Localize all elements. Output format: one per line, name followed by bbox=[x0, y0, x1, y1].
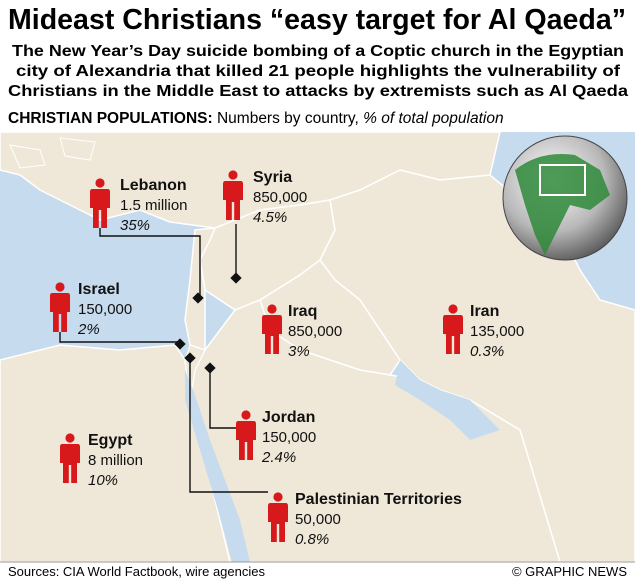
population: 135,000 bbox=[470, 323, 524, 340]
persian-gulf bbox=[395, 360, 500, 440]
locator-globe bbox=[502, 135, 628, 261]
red-sea bbox=[185, 370, 250, 562]
country-labels: Lebanon 1.5 million 35% Syria 850,000 4.5% Isr… bbox=[50, 169, 524, 548]
globe-land bbox=[515, 154, 610, 255]
sources: Sources: CIA World Factbook, wire agenci… bbox=[8, 564, 265, 579]
legend-heading: CHRISTIAN POPULATIONS: bbox=[8, 110, 213, 127]
diamond bbox=[192, 292, 204, 304]
share: 4.5% bbox=[253, 209, 287, 226]
country-name: Lebanon bbox=[120, 177, 187, 194]
country-name: Egypt bbox=[88, 432, 133, 449]
share: 10% bbox=[88, 472, 118, 489]
leader-line bbox=[59, 332, 180, 343]
country-name: Jordan bbox=[262, 409, 315, 426]
share: 3% bbox=[288, 343, 310, 360]
share: 2.4% bbox=[261, 449, 296, 466]
diamond bbox=[204, 362, 216, 374]
population: 150,000 bbox=[78, 301, 132, 318]
country-name: Palestinian Territories bbox=[295, 491, 462, 508]
country-name: Iran bbox=[470, 303, 499, 320]
country-name: Israel bbox=[78, 281, 120, 298]
credit: © GRAPHIC NEWS bbox=[512, 564, 627, 579]
population: 850,000 bbox=[253, 189, 307, 206]
title: Mideast Christians “easy target for Al Q… bbox=[8, 4, 626, 36]
islands bbox=[9, 137, 96, 169]
subtitle-line: The New Year’s Day suicide bombing of a … bbox=[12, 43, 624, 60]
leader-line bbox=[209, 368, 236, 429]
share: 35% bbox=[120, 217, 150, 234]
country-name: Iraq bbox=[288, 303, 317, 320]
subtitle-line: city of Alexandria that killed 21 people… bbox=[16, 63, 621, 80]
diamond bbox=[184, 352, 196, 364]
leader-lines bbox=[59, 224, 268, 493]
subtitle-line: Christians in the Middle East to attacks… bbox=[8, 83, 628, 100]
country-name: Syria bbox=[253, 169, 292, 186]
legend: CHRISTIAN POPULATIONS: Numbers by countr… bbox=[8, 110, 504, 127]
legend-unit-note: % of total population bbox=[363, 110, 503, 127]
leader-line bbox=[189, 358, 268, 493]
population: 850,000 bbox=[288, 323, 342, 340]
diamond bbox=[230, 272, 242, 284]
population: 50,000 bbox=[295, 511, 341, 528]
legend-description: Numbers by country, bbox=[217, 110, 359, 127]
diamond bbox=[174, 338, 186, 350]
population: 8 million bbox=[88, 452, 143, 469]
leader-line bbox=[99, 228, 201, 298]
share: 2% bbox=[77, 321, 100, 338]
share: 0.3% bbox=[470, 343, 504, 360]
share: 0.8% bbox=[295, 531, 329, 548]
population: 1.5 million bbox=[120, 197, 188, 214]
globe-highlight bbox=[539, 164, 586, 196]
population: 150,000 bbox=[262, 429, 316, 446]
